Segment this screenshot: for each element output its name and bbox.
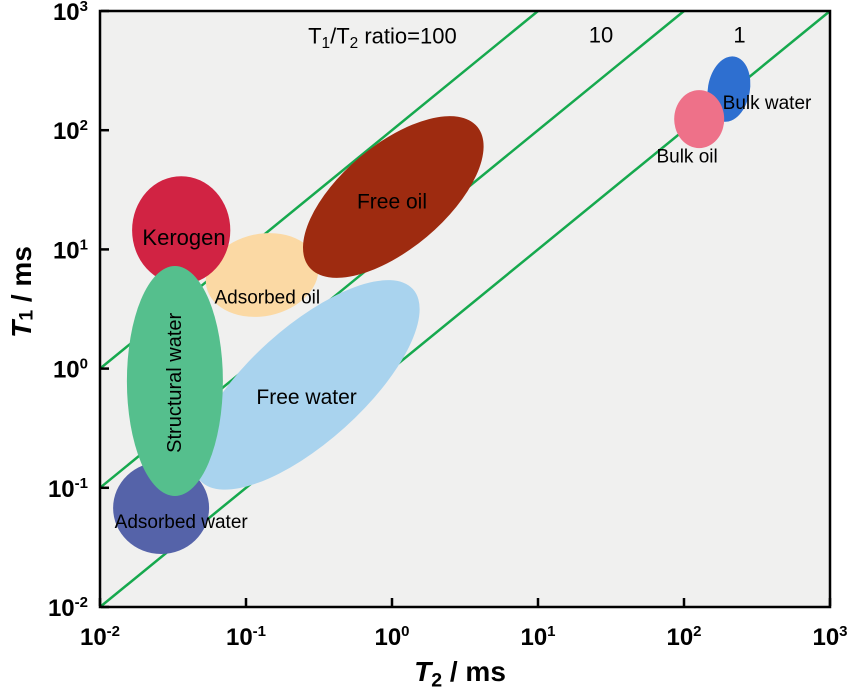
y-axis-title: T1 / ms: [6, 246, 38, 338]
y-tick-label-10e3: 103: [53, 0, 88, 26]
region-bulk-oil: [674, 90, 725, 149]
x-tick-label-10e3: 103: [812, 623, 847, 651]
region-label-free-oil: Free oil: [357, 190, 427, 213]
y-tick-label-10e1: 101: [53, 236, 88, 264]
x-tick-label-10e1: 101: [520, 623, 555, 651]
y-tick-label-10e-2: 10-2: [48, 594, 88, 622]
region-label-free-water: Free water: [256, 386, 356, 409]
region-free-water: [193, 280, 420, 490]
region-free-oil: [303, 116, 484, 278]
axes-frame: [98, 9, 832, 609]
y-tick-label-10e2: 102: [53, 117, 88, 145]
region-adsorbed-oil: [205, 233, 319, 317]
x-tick-label-10e2: 102: [666, 623, 701, 651]
region-label-adsorbed-water: Adsorbed water: [115, 512, 249, 533]
region-structural-water: [126, 266, 223, 496]
x-axis-title: T2 / ms: [414, 656, 506, 692]
region-label-structural-water: Structural water: [164, 312, 186, 452]
region-label-bulk-oil: Bulk oil: [656, 146, 717, 167]
ratio-line-label-100: T1/T2 ratio=100: [308, 23, 457, 51]
region-kerogen: [132, 176, 231, 285]
ratio-line-label-1: 1: [733, 23, 745, 48]
x-tick-label-10e-1: 10-1: [226, 623, 266, 651]
y-tick-label-10e0: 100: [53, 356, 88, 384]
region-label-kerogen: Kerogen: [142, 225, 225, 250]
x-tick-label-10e0: 100: [374, 623, 409, 651]
y-tick-label-10e-1: 10-1: [48, 475, 88, 503]
region-label-bulk-water: Bulk water: [723, 93, 812, 114]
x-tick-label-10e-2: 10-2: [80, 623, 120, 651]
region-label-adsorbed-oil: Adsorbed oil: [214, 288, 320, 309]
ratio-line-label-10: 10: [589, 23, 613, 48]
